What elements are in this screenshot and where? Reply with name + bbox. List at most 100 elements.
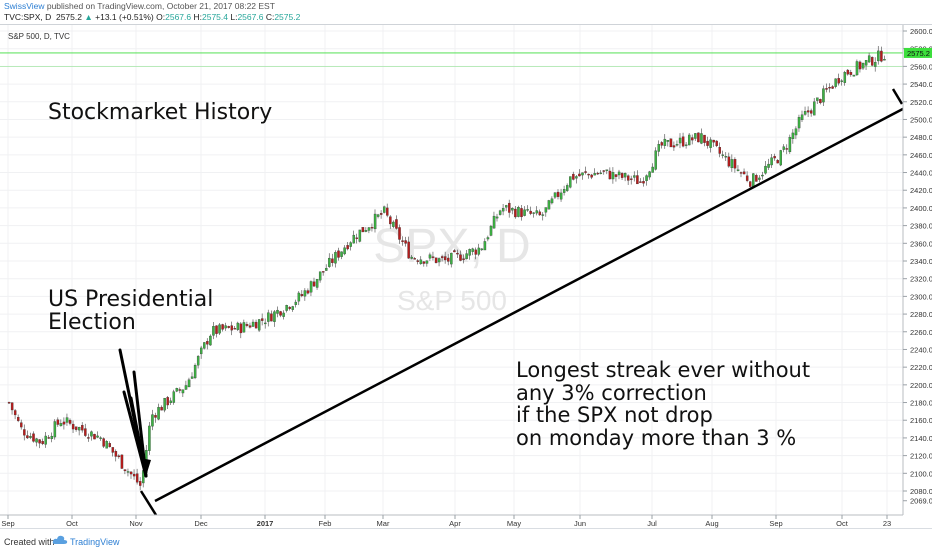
time-axis[interactable]: Sep Oct Nov Dec 2017 Feb Mar Apr May Jun Jul Aug Sep… xyxy=(0,514,903,528)
candle-body xyxy=(675,144,679,146)
candle-body xyxy=(87,437,90,439)
candle-body xyxy=(334,252,337,264)
author-link[interactable]: SwissView xyxy=(4,1,45,11)
candle-body xyxy=(16,417,20,421)
candle-body xyxy=(501,208,505,212)
candles xyxy=(7,46,886,491)
candle-body xyxy=(395,219,398,229)
candle-body xyxy=(526,209,529,211)
candle-body xyxy=(648,171,651,178)
close-value: 2575.2 xyxy=(274,12,301,22)
candle-body xyxy=(504,205,508,208)
candle-body xyxy=(758,177,761,180)
watermark-name: S&P 500 xyxy=(397,285,507,316)
candle-body xyxy=(306,290,310,294)
price-tick-label: 2220.0 xyxy=(910,363,932,372)
low-value: 2567.6 xyxy=(237,12,264,22)
tradingview-link[interactable]: TradingView xyxy=(70,537,120,547)
candle-body xyxy=(56,419,60,425)
candle-body xyxy=(84,428,87,436)
candle-body xyxy=(840,80,844,82)
candle-body xyxy=(157,407,160,420)
candle-body xyxy=(105,440,108,449)
candle-body xyxy=(59,423,63,427)
candle-body xyxy=(492,215,496,229)
candle-body xyxy=(352,234,355,244)
candle-body xyxy=(203,342,206,349)
candle-body xyxy=(190,376,194,379)
candle-body xyxy=(370,227,374,229)
candle-body xyxy=(703,134,706,143)
price-tick-label: 2500.0 xyxy=(910,115,932,124)
price-tick-label: 2480.0 xyxy=(910,133,932,142)
candle-body xyxy=(373,213,377,230)
candle-body xyxy=(361,227,365,233)
candle-body xyxy=(175,387,179,392)
candle-body xyxy=(242,322,246,333)
candle-body xyxy=(623,173,627,178)
last-price-marker-label: 2575.2 xyxy=(907,49,930,58)
last-price: 2575.2 xyxy=(55,12,82,22)
candle-body xyxy=(407,241,410,259)
candle-body xyxy=(169,400,172,404)
time-tick-label: Apr xyxy=(449,519,461,528)
candle-body xyxy=(184,385,188,390)
candle-body xyxy=(276,309,279,314)
candle-body xyxy=(20,422,23,428)
candle-body xyxy=(495,216,499,219)
header-divider xyxy=(0,24,932,25)
candle-body xyxy=(117,455,121,458)
candle-body xyxy=(178,389,182,391)
price-chart[interactable]: SPX, D S&P 500 S&P 500, D, TVC 2069.0208… xyxy=(0,0,932,528)
candle-body xyxy=(730,159,734,169)
candle-body xyxy=(745,175,749,181)
candle-body xyxy=(440,256,444,259)
candle-body xyxy=(733,159,737,169)
price-tick-label: 2520.0 xyxy=(910,98,932,107)
candle-body xyxy=(498,210,502,215)
candle-body xyxy=(41,440,44,445)
time-tick-label: Jun xyxy=(574,519,586,528)
candle-body xyxy=(382,206,386,213)
candle-body xyxy=(389,216,392,225)
candle-body xyxy=(218,324,221,334)
candle-body xyxy=(410,256,413,259)
close-label: C: xyxy=(265,12,275,22)
candle-body xyxy=(611,172,615,180)
candle-body xyxy=(291,306,294,310)
candle-body xyxy=(114,451,118,457)
candle-body xyxy=(401,240,404,242)
candle-body xyxy=(7,402,11,404)
candle-body xyxy=(44,435,47,445)
candle-body xyxy=(68,419,72,424)
high-label: H: xyxy=(193,12,202,22)
price-tick-label: 2540.0 xyxy=(910,80,932,89)
candle-body xyxy=(111,447,115,453)
candle-body xyxy=(681,136,685,147)
candle-body xyxy=(437,258,441,263)
candle-body xyxy=(13,410,17,416)
candle-body xyxy=(251,321,255,327)
candle-body xyxy=(630,178,633,180)
candle-body xyxy=(166,397,169,406)
candle-body xyxy=(724,156,728,158)
candle-body xyxy=(486,237,490,240)
candle-body xyxy=(761,174,764,177)
candle-body xyxy=(694,133,697,139)
candle-body xyxy=(376,214,380,217)
price-tick-label: 2380.0 xyxy=(910,222,932,231)
price-tick-label: 2280.0 xyxy=(910,310,932,319)
candle-body xyxy=(794,128,798,136)
candle-body xyxy=(99,437,102,439)
candle-body xyxy=(443,256,447,261)
candle-body xyxy=(248,325,252,328)
candle-body xyxy=(578,173,581,177)
candle-body xyxy=(605,169,609,171)
time-tick-label: Sep xyxy=(1,519,14,528)
candle-body xyxy=(816,97,819,101)
price-tick-label: 2080.0 xyxy=(910,487,932,496)
time-tick-label: Aug xyxy=(705,519,718,528)
candle-body xyxy=(340,251,343,257)
candle-body xyxy=(553,192,557,198)
